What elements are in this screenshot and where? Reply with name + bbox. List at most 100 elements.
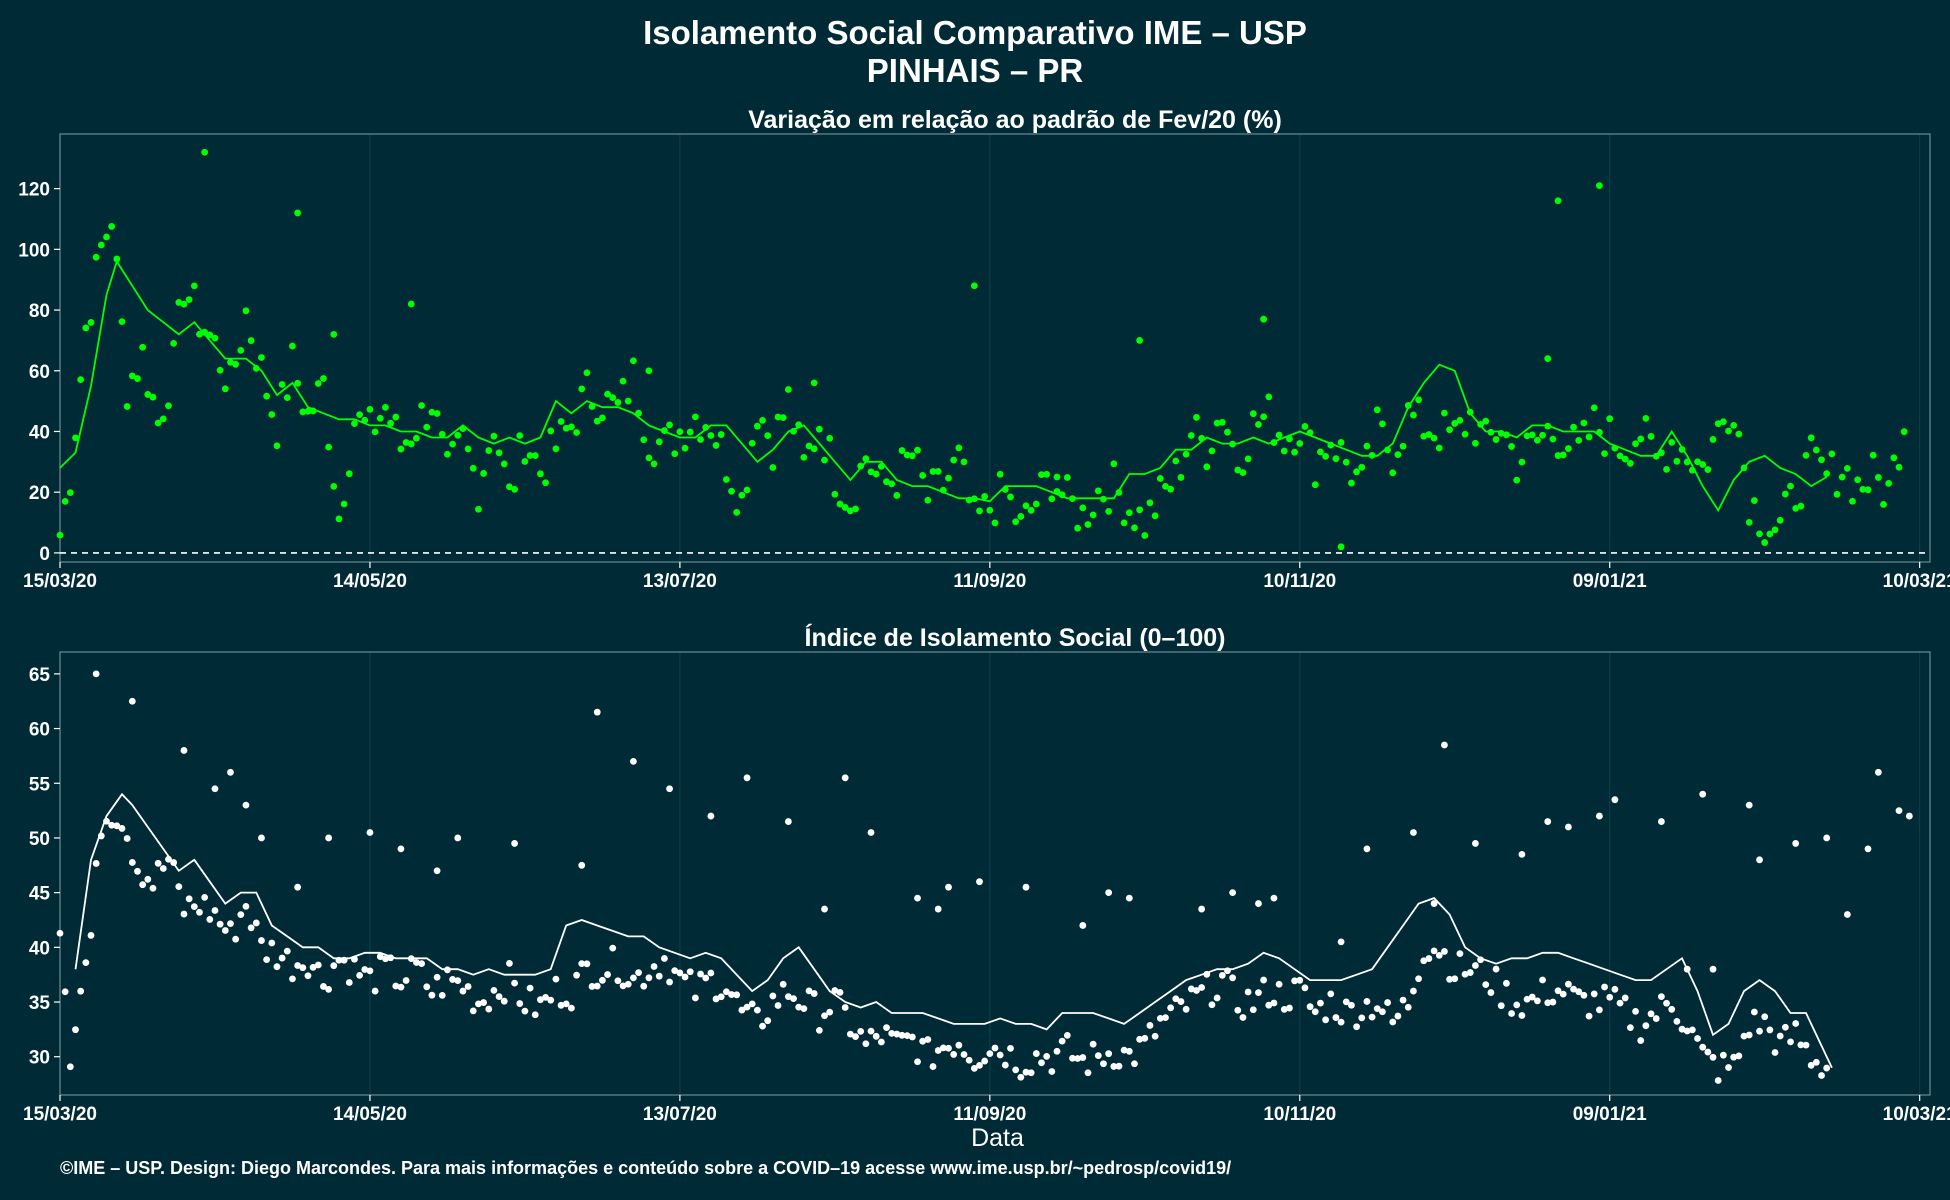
- data-point: [1874, 474, 1882, 481]
- data-point: [1880, 501, 1887, 508]
- data-point: [1564, 823, 1572, 831]
- data-point: [1394, 451, 1402, 459]
- data-point: [1766, 1026, 1774, 1034]
- data-point: [743, 1003, 751, 1011]
- data-point: [604, 971, 611, 978]
- data-point: [1311, 1008, 1319, 1016]
- data-point: [1549, 998, 1557, 1006]
- data-point: [1275, 980, 1283, 988]
- data-point: [1193, 987, 1200, 994]
- data-point: [1750, 497, 1758, 504]
- data-point: [578, 960, 586, 967]
- moving-average-line: [59, 259, 1828, 513]
- data-point: [784, 818, 792, 825]
- data-point: [382, 955, 389, 963]
- data-point: [1363, 442, 1371, 450]
- data-point: [1611, 985, 1619, 993]
- data-point: [578, 861, 586, 869]
- data-point: [1218, 971, 1226, 979]
- data-point: [72, 434, 79, 442]
- data-point: [1110, 1063, 1118, 1070]
- data-point: [955, 444, 963, 452]
- data-point: [113, 255, 121, 263]
- data-point: [495, 449, 503, 457]
- data-point: [666, 421, 673, 429]
- data-point: [1823, 834, 1831, 842]
- x-tick-label: 15/03/20: [23, 1104, 97, 1125]
- data-point: [1182, 1005, 1190, 1013]
- y-tick-label: 60: [29, 720, 50, 741]
- data-point: [676, 969, 684, 977]
- data-point: [805, 987, 813, 995]
- data-point: [929, 468, 937, 475]
- data-point: [733, 508, 741, 516]
- data-point: [635, 969, 642, 977]
- data-point: [1063, 474, 1071, 481]
- y-tick-label: 50: [29, 829, 50, 850]
- data-point: [1626, 1024, 1634, 1032]
- data-point: [1756, 530, 1763, 538]
- data-point: [159, 865, 167, 872]
- data-point: [1761, 539, 1769, 546]
- data-point: [722, 988, 730, 996]
- data-point: [1162, 482, 1169, 490]
- data-point: [294, 883, 302, 891]
- data-point: [908, 452, 916, 460]
- data-point: [428, 408, 436, 416]
- y-tick-label: 35: [29, 993, 51, 1014]
- data-point: [1539, 431, 1546, 439]
- data-point: [1441, 948, 1448, 955]
- data-point: [1001, 1061, 1009, 1069]
- data-point: [537, 470, 544, 478]
- data-point: [1735, 1052, 1743, 1060]
- data-point: [629, 757, 637, 765]
- data-point: [748, 1000, 756, 1008]
- data-point: [1725, 427, 1732, 435]
- data-point: [294, 209, 302, 217]
- data-point: [1730, 1053, 1738, 1061]
- data-point: [180, 747, 188, 754]
- data-point: [743, 486, 751, 494]
- data-point: [1771, 526, 1779, 534]
- data-point: [779, 414, 787, 422]
- data-point: [841, 774, 849, 782]
- data-point: [1575, 988, 1583, 996]
- data-point: [1136, 337, 1144, 344]
- data-point: [1239, 1014, 1247, 1021]
- data-point: [397, 845, 405, 853]
- data-point: [1539, 976, 1546, 984]
- data-point: [1740, 1032, 1748, 1040]
- data-point: [1771, 1049, 1779, 1056]
- data-point: [1544, 999, 1552, 1007]
- data-point: [1812, 1058, 1820, 1066]
- data-point: [1249, 1006, 1257, 1014]
- data-point: [345, 470, 353, 478]
- data-point: [1812, 446, 1820, 454]
- data-point: [1435, 444, 1443, 452]
- data-point: [134, 867, 141, 875]
- data-point: [144, 875, 152, 883]
- data-point: [1177, 998, 1185, 1005]
- data-point: [1492, 965, 1500, 973]
- data-point: [314, 961, 322, 969]
- data-point: [149, 884, 157, 892]
- data-point: [1084, 1069, 1092, 1077]
- data-point: [1224, 428, 1231, 436]
- data-point: [190, 903, 198, 911]
- data-point: [1657, 818, 1665, 825]
- x-tick-label: 09/01/21: [1573, 571, 1647, 592]
- data-point: [242, 801, 250, 809]
- data-point: [1528, 431, 1536, 439]
- data-point: [924, 1036, 932, 1043]
- data-point: [118, 318, 126, 326]
- data-point: [599, 414, 606, 422]
- data-point: [1637, 435, 1645, 443]
- data-point: [691, 413, 699, 421]
- data-point: [438, 991, 446, 999]
- data-point: [1208, 447, 1216, 455]
- data-point: [1508, 1010, 1515, 1017]
- data-point: [681, 444, 689, 452]
- data-point: [1554, 197, 1562, 205]
- data-point: [1291, 977, 1299, 985]
- data-point: [1823, 1064, 1831, 1072]
